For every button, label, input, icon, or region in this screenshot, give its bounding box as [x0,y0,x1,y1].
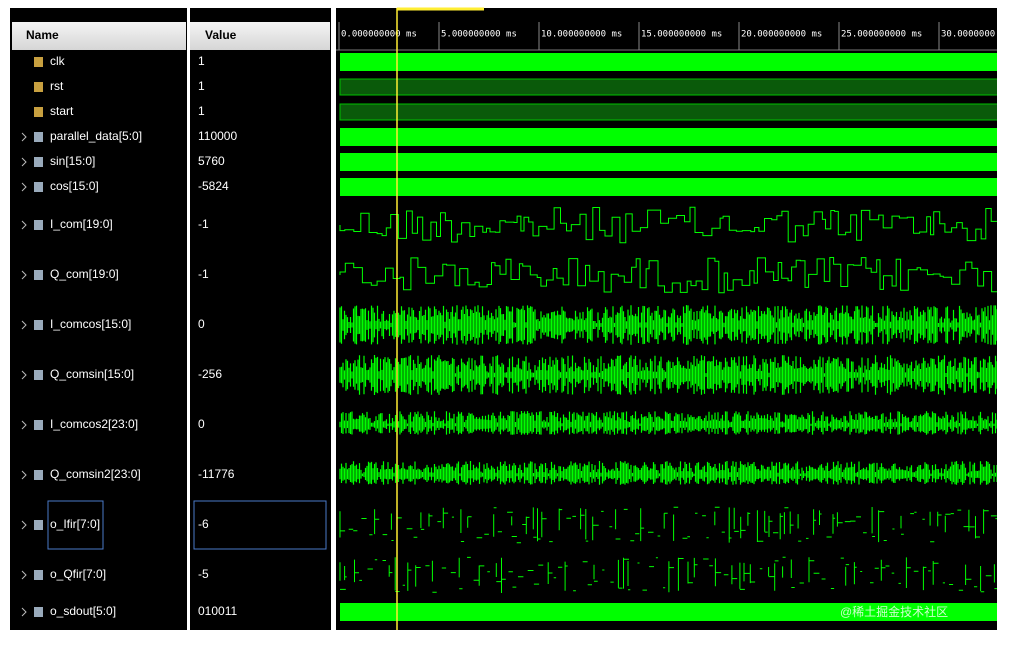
bus-icon [34,520,43,530]
value-column [190,8,331,630]
signal-value: 010011 [198,604,237,618]
bus-icon [34,607,43,617]
waveform [339,506,997,544]
signal-name: I_com[19:0] [50,217,113,231]
signal-value: -11776 [198,467,235,481]
signal-value: -256 [198,367,222,381]
bus-icon [34,220,43,230]
waveform [339,103,997,121]
signal-name: o_Qfir[7:0] [50,567,106,581]
signal-name: clk [50,54,66,68]
waveform [339,461,997,485]
bit-icon [34,107,43,117]
bus-icon [34,182,43,192]
bus-icon [34,370,43,380]
signal-value: 5760 [198,154,225,168]
waveform [340,53,997,71]
expand-arrow [21,270,27,280]
watermark: @稀土掘金技术社区 [840,604,948,619]
expand-arrow [21,220,27,230]
expand-arrow [21,607,27,617]
expand-arrow [21,370,27,380]
signal-value: 110000 [198,129,237,143]
signal-name: parallel_data[5:0] [50,129,142,143]
bus-icon [34,157,43,167]
bus-icon [34,132,43,142]
waveform [340,153,997,171]
ruler-label: 25.000000000 ms [841,30,922,40]
waveform [340,603,997,621]
signal-value: 0 [198,317,205,331]
expand-arrow [21,420,27,430]
signal-value: -6 [198,517,209,531]
waveform [339,411,997,435]
selection-box [47,500,104,550]
name-header[interactable] [12,22,186,50]
signal-name: sin[15:0] [50,154,95,168]
expand-arrow [21,157,27,167]
waves: 0.000000000 ms 5.000000000 ms 10.000000000… [338,22,997,621]
signal-value: -5824 [198,179,229,193]
bus-icon [34,470,43,480]
ruler-label: 10.000000000 ms [541,30,622,40]
signal-name: o_Ifir[7:0] [50,517,100,531]
expand-arrow [21,320,27,330]
signal-name: Q_comsin[15:0] [50,367,134,381]
selection-box [193,500,327,550]
bus-icon [34,570,43,580]
waveform [339,257,997,294]
signal-value: 0 [198,417,205,431]
waveform [340,178,997,196]
waveform [339,556,997,593]
waveform [340,128,997,146]
expand-arrow [21,470,27,480]
signal-name: cos[15:0] [50,179,99,193]
signal-value: 1 [198,104,205,118]
waveform [339,206,997,244]
expand-arrow [21,132,27,142]
value-header-text: Value [205,28,237,42]
signal-value: 1 [198,79,205,93]
signal-value: -1 [198,267,209,281]
expand-arrow [21,570,27,580]
expand-arrow [21,182,27,192]
signal-value: -1 [198,217,209,231]
signal-name: start [50,104,74,118]
signal-name: I_comcos2[23:0] [50,417,138,431]
bus-icon [34,420,43,430]
ruler-label: 20.000000000 ms [741,30,822,40]
signal-name: Q_com[19:0] [50,267,119,281]
bit-icon [34,82,43,92]
wave-area [336,8,997,630]
ruler-label: 5.000000000 ms [441,30,517,40]
signal-name: rst [50,79,64,93]
signal-name: Q_comsin2[23:0] [50,467,141,481]
name-header-text: Name [26,28,59,42]
signal-name: I_comcos[15:0] [50,317,131,331]
ruler-label: 15.000000000 ms [641,30,722,40]
waveform [339,355,997,395]
expand-arrow [21,520,27,530]
signal-value: -5 [198,567,209,581]
bus-icon [34,270,43,280]
ruler-label: 30.0000000 [941,30,995,40]
signal-name: o_sdout[5:0] [50,604,116,618]
signal-value: 1 [198,54,205,68]
waveform [339,305,997,345]
waveform [339,78,997,96]
ruler-label: 0.000000000 ms [341,30,417,40]
bus-icon [34,320,43,330]
value-header[interactable] [190,22,330,50]
bit-icon [34,57,43,67]
